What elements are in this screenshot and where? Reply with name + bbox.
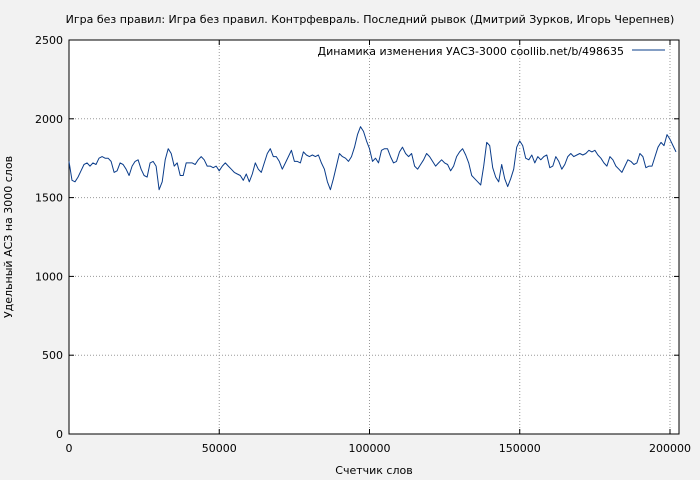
y-tick-label: 2500 bbox=[35, 34, 63, 47]
x-tick-label: 50000 bbox=[202, 442, 237, 455]
chart-title: Игра без правил: Игра без правил. Контрф… bbox=[66, 13, 675, 26]
series-line bbox=[68, 126, 677, 191]
y-tick-label: 500 bbox=[42, 349, 63, 362]
y-tick-label: 2000 bbox=[35, 113, 63, 126]
axes: 0 50000 100000 150000 200000 0 500 1000 1500 2000… bbox=[35, 34, 691, 455]
plot-frame bbox=[68, 39, 680, 435]
x-tick-label: 100000 bbox=[348, 442, 390, 455]
y-axis-label: Удельный АСЗ на 3000 слов bbox=[2, 156, 15, 318]
y-tick-label: 0 bbox=[56, 428, 63, 441]
legend-label: Динамика изменения УАСЗ-3000 coollib.net… bbox=[318, 45, 625, 58]
x-tick-label: 200000 bbox=[649, 442, 691, 455]
y-tick-label: 1500 bbox=[35, 192, 63, 205]
x-axis-label: Счетчик слов bbox=[335, 464, 412, 477]
series-layer bbox=[68, 126, 677, 191]
x-tick-label: 150000 bbox=[499, 442, 541, 455]
legend: Динамика изменения УАСЗ-3000 coollib.net… bbox=[318, 45, 665, 58]
plot-area bbox=[69, 40, 679, 434]
x-tick-label: 0 bbox=[66, 442, 73, 455]
y-tick-label: 1000 bbox=[35, 270, 63, 283]
